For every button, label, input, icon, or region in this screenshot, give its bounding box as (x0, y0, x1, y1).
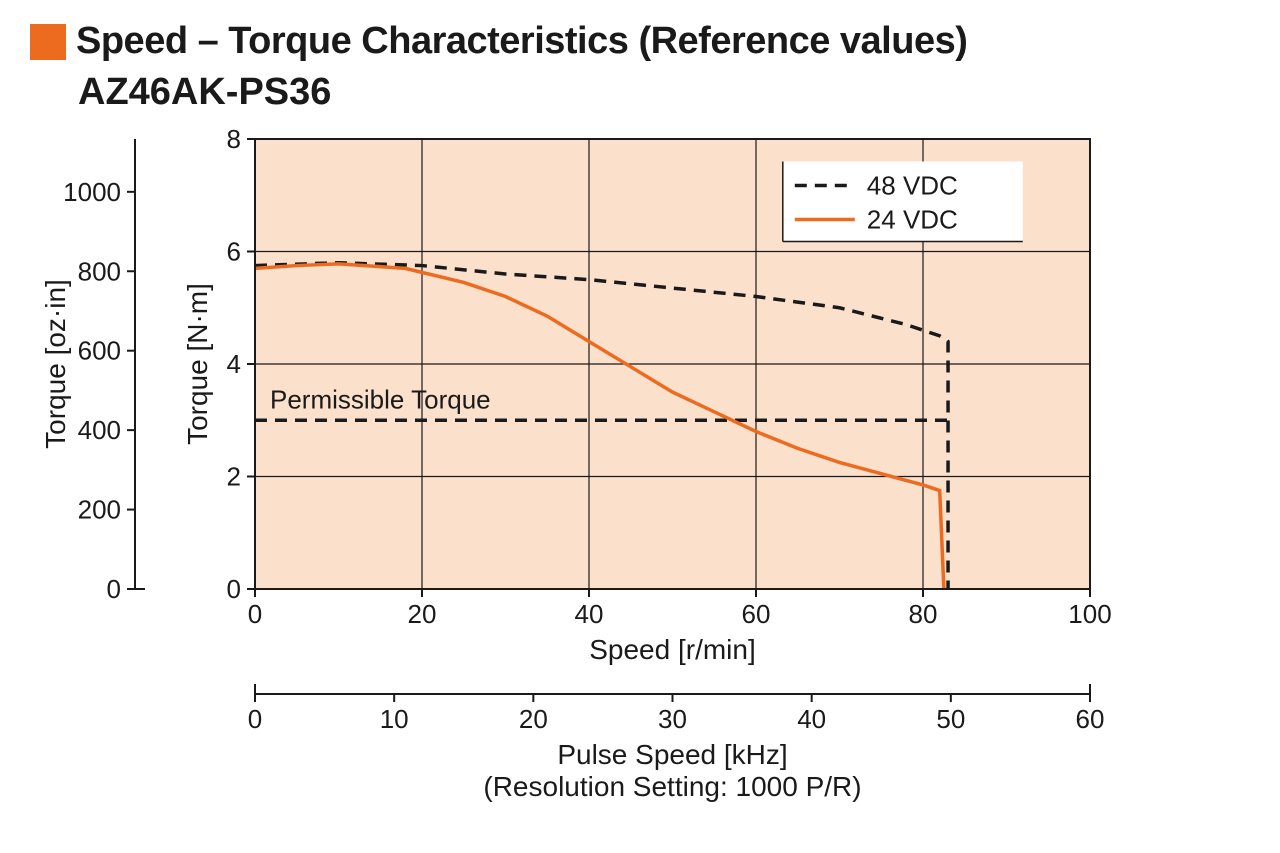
model-number: AZ46AK-PS36 (78, 71, 1250, 114)
svg-text:60: 60 (1076, 704, 1105, 734)
svg-text:0: 0 (107, 574, 121, 604)
svg-text:0: 0 (248, 599, 262, 629)
svg-text:600: 600 (78, 336, 121, 366)
svg-text:Permissible Torque: Permissible Torque (270, 384, 491, 414)
svg-text:800: 800 (78, 256, 121, 286)
svg-text:20: 20 (408, 599, 437, 629)
page-title: Speed – Torque Characteristics (Referenc… (76, 20, 967, 63)
svg-text:24 VDC: 24 VDC (867, 205, 958, 235)
svg-text:0: 0 (227, 574, 241, 604)
svg-text:2: 2 (227, 462, 241, 492)
svg-text:40: 40 (797, 704, 826, 734)
svg-text:(Resolution Setting: 1000 P/R): (Resolution Setting: 1000 P/R) (483, 771, 861, 802)
speed-torque-chart: Permissible Torque020406080100Speed [r/m… (30, 114, 1250, 834)
svg-text:200: 200 (78, 495, 121, 525)
svg-text:0: 0 (248, 704, 262, 734)
svg-text:30: 30 (658, 704, 687, 734)
svg-text:Speed [r/min]: Speed [r/min] (589, 634, 756, 665)
svg-text:Torque [oz·in]: Torque [oz·in] (40, 279, 71, 449)
svg-text:10: 10 (380, 704, 409, 734)
svg-text:60: 60 (742, 599, 771, 629)
svg-text:8: 8 (227, 124, 241, 154)
svg-text:6: 6 (227, 237, 241, 267)
svg-text:40: 40 (575, 599, 604, 629)
svg-text:1000: 1000 (63, 177, 121, 207)
svg-text:400: 400 (78, 415, 121, 445)
svg-text:4: 4 (227, 349, 241, 379)
svg-text:Pulse Speed [kHz]: Pulse Speed [kHz] (557, 739, 787, 770)
svg-text:100: 100 (1068, 599, 1111, 629)
svg-text:50: 50 (936, 704, 965, 734)
svg-text:80: 80 (909, 599, 938, 629)
svg-text:48 VDC: 48 VDC (867, 171, 958, 201)
title-bullet-icon (30, 24, 66, 60)
svg-text:Torque [N·m]: Torque [N·m] (182, 283, 213, 445)
svg-text:20: 20 (519, 704, 548, 734)
